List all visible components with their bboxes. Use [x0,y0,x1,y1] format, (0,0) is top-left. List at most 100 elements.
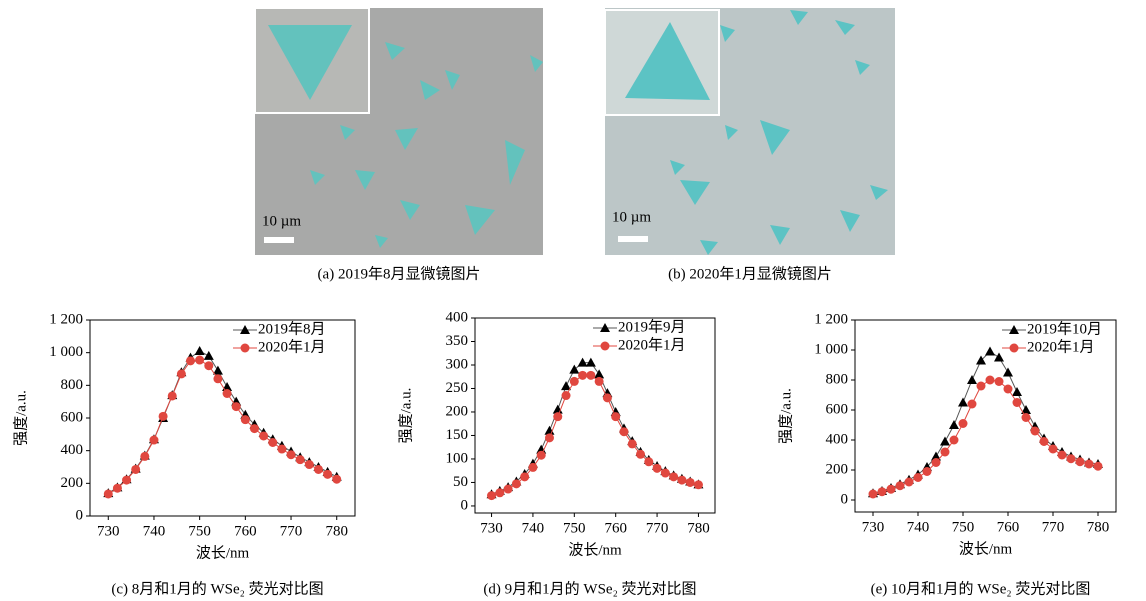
marker [204,351,214,360]
y-tick-label: 800 [61,377,84,393]
x-tick-label: 770 [646,520,669,536]
marker [553,412,562,421]
marker [1076,457,1085,466]
y-tick-label: 250 [446,380,469,396]
micrograph-a: 10 µm [255,8,543,255]
x-tick-label: 780 [325,523,348,539]
y-tick-label: 1 000 [814,341,848,357]
marker [159,412,168,421]
x-tick-label: 760 [604,520,627,536]
y-tick-label: 400 [446,309,469,325]
marker [569,365,579,374]
marker [669,472,678,481]
marker [586,371,595,380]
y-tick-label: 600 [826,401,849,417]
marker [977,382,986,391]
marker [195,346,205,355]
marker [528,463,537,472]
marker [995,377,1004,386]
image-caption: (a) 2019年8月显微镜图片 [318,264,481,282]
y-tick-label: 200 [826,461,849,477]
x-tick-label: 730 [480,520,503,536]
marker [296,455,305,464]
marker [131,465,140,474]
marker [941,448,950,457]
marker [1040,437,1049,446]
marker [896,481,905,490]
series-line [108,351,336,493]
y-tick-label: 600 [61,409,84,425]
y-tick-label: 150 [446,427,469,443]
scale-label: 10 µm [262,213,301,229]
marker [195,356,204,365]
marker [186,356,195,365]
legend-label: 2020年1月 [618,336,686,353]
marker [545,433,554,442]
marker [104,489,113,498]
marker [122,476,131,485]
marker [537,451,546,460]
marker [985,347,995,356]
marker [628,439,637,448]
marker [1021,405,1031,414]
chart-caption: (d) 9月和1月的 WSe₂ 荧光对比图 [483,580,696,597]
marker [1003,368,1013,377]
marker [562,391,571,400]
marker [1085,460,1094,469]
marker [177,369,186,378]
y-tick-label: 0 [76,507,84,523]
x-tick-label: 740 [907,519,930,535]
marker [1031,427,1040,436]
y-tick-label: 200 [61,475,84,491]
marker [869,490,878,499]
marker [923,467,932,476]
legend-label: 2020年1月 [1027,338,1095,355]
marker [268,438,277,447]
marker [277,445,286,454]
y-tick-label: 200 [446,403,469,419]
marker [950,436,959,445]
marker [940,437,950,446]
x-tick-label: 770 [1042,519,1065,535]
marker [603,393,612,402]
marker [512,479,521,488]
marker [636,450,645,459]
marker [495,488,504,497]
x-tick-label: 760 [997,519,1020,535]
marker [1010,344,1019,353]
marker [878,487,887,496]
x-axis-title: 波长/nm [196,544,250,561]
y-tick-label: 1 200 [814,311,848,327]
marker [644,457,653,466]
x-tick-label: 740 [522,520,545,536]
marker [1067,454,1076,463]
y-axis-title: 强度/a.u. [777,388,794,444]
marker [653,464,662,473]
x-tick-label: 770 [280,523,303,539]
y-tick-label: 400 [61,442,84,458]
marker [694,480,703,489]
series-line [873,352,1098,494]
marker [113,484,122,493]
y-axis-title: 强度/a.u. [12,390,29,446]
marker [250,424,259,433]
marker [223,389,232,398]
marker [332,475,341,484]
marker [619,427,628,436]
y-tick-label: 0 [461,497,469,513]
legend-label: 2019年9月 [618,318,686,335]
marker [323,470,332,479]
y-tick-label: 1 200 [49,311,83,327]
marker [959,419,968,428]
x-tick-label: 740 [143,523,166,539]
marker [887,485,896,494]
marker [595,377,604,386]
marker [677,476,686,485]
marker [520,472,529,481]
x-axis-title: 波长/nm [568,541,622,558]
x-tick-label: 750 [952,519,975,535]
marker [611,412,620,421]
marker [1022,413,1031,422]
marker [932,458,941,467]
marker [1058,451,1067,460]
